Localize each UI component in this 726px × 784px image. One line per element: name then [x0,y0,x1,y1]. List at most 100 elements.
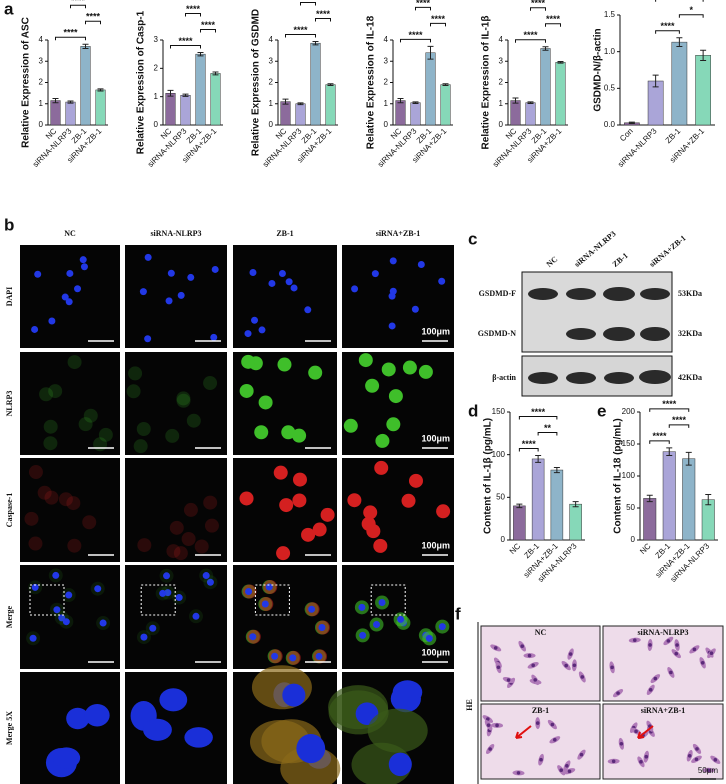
error-bar [628,121,635,125]
he-panel-label: siRNA+ZB-1 [641,706,686,715]
significance-bracket [530,7,546,11]
he-nucleus [486,717,490,721]
y-tick-label: 4 [269,35,274,44]
nucleus [282,683,306,707]
y-axis-label: Relative Expression of Casp-1 [136,10,147,154]
bar [295,103,306,126]
nucleus [144,253,152,261]
he-nucleus [692,647,697,652]
nucleus [261,600,269,608]
bar [510,100,521,126]
bar [95,89,106,126]
error-bar [397,97,404,104]
micrograph [233,245,337,348]
he-nucleus [632,638,637,643]
nucleus [308,605,316,613]
significance-bracket [170,44,201,49]
cell-red [58,492,73,507]
y-tick-label: 2 [499,78,504,87]
significance-bracket [655,30,680,34]
cell-green [277,357,292,372]
bar [643,498,657,541]
cell-red [436,504,451,519]
y-tick-label: 1.0 [604,47,616,56]
nucleus [144,335,152,343]
y-axis-label: Relative Expression of ASC [21,17,32,148]
cell-red [37,485,52,500]
nucleus [388,322,396,330]
nucleus [175,594,183,602]
y-tick-label: 0 [499,120,504,129]
error-bar [542,46,549,51]
nucleus [164,589,172,597]
he-nucleus [634,729,638,734]
nucleus [52,747,81,769]
error-bar [312,40,319,46]
he-nucleus [486,723,491,727]
y-tick-label: 50 [496,492,505,501]
cell-green [358,353,373,368]
cell-green [133,439,148,454]
nucleus [140,633,148,641]
y-tick-label: 0 [384,120,389,129]
he-nucleus [506,678,511,682]
nucleus [211,265,219,273]
bar [671,41,688,126]
nucleus [159,589,167,597]
significance-bracket [400,38,431,43]
y-tick-label: 3 [39,56,44,65]
nucleus [296,734,326,764]
cell-green [43,436,58,451]
x-tick-label: NC [508,541,523,556]
cell-green [375,433,390,448]
significance-label: **** [178,36,193,46]
nucleus [202,572,210,580]
he-nucleus [539,757,543,762]
significance-label: ** [544,423,552,433]
scale-bar-label: 50μm [698,766,719,775]
cell-green [308,365,323,380]
significance-bracket [85,20,101,25]
cell-red [292,472,307,487]
y-axis-label: GSDMD-N/β-actin [593,28,604,111]
error-bar [535,455,542,463]
arrow [637,725,654,739]
x-tick-label: Con [618,127,635,144]
row-label: Caspase-1 [5,493,14,528]
he-nucleus [648,688,653,692]
cell-green [98,427,113,442]
cell-red [28,536,43,551]
cell-red [401,493,416,508]
bar [662,451,676,541]
band-size: 42KDa [678,373,702,382]
he-nucleus [694,757,699,762]
y-tick-label: 100 [622,471,636,480]
cell-green [176,391,191,406]
he-nucleus [516,771,521,775]
cell-green [126,384,141,399]
significance-bracket [415,6,431,11]
cell-green [386,417,401,432]
significance-bracket [518,448,539,452]
y-tick-label: 0 [39,120,44,129]
error-bar [327,83,334,86]
cell-green [281,425,296,440]
he-panel-label: ZB-1 [532,706,549,715]
significance-label: **** [416,0,431,8]
nucleus [48,317,56,325]
error-bar [167,89,174,97]
he-nucleus [648,643,652,647]
micrograph [20,352,120,455]
cell-red [239,491,254,506]
nucleus [258,326,266,334]
cell-red [374,460,389,475]
nucleus [438,623,446,631]
y-axis-label: Content of IL-18 (pg/mL) [613,418,624,534]
significance-label: **** [63,28,78,38]
cell-green [48,384,63,399]
nucleus [359,631,367,639]
bar [525,102,536,126]
cell-red [363,505,378,520]
significance-bracket [515,39,546,43]
y-axis-label: Relative Expression of IL-18 [366,15,377,149]
